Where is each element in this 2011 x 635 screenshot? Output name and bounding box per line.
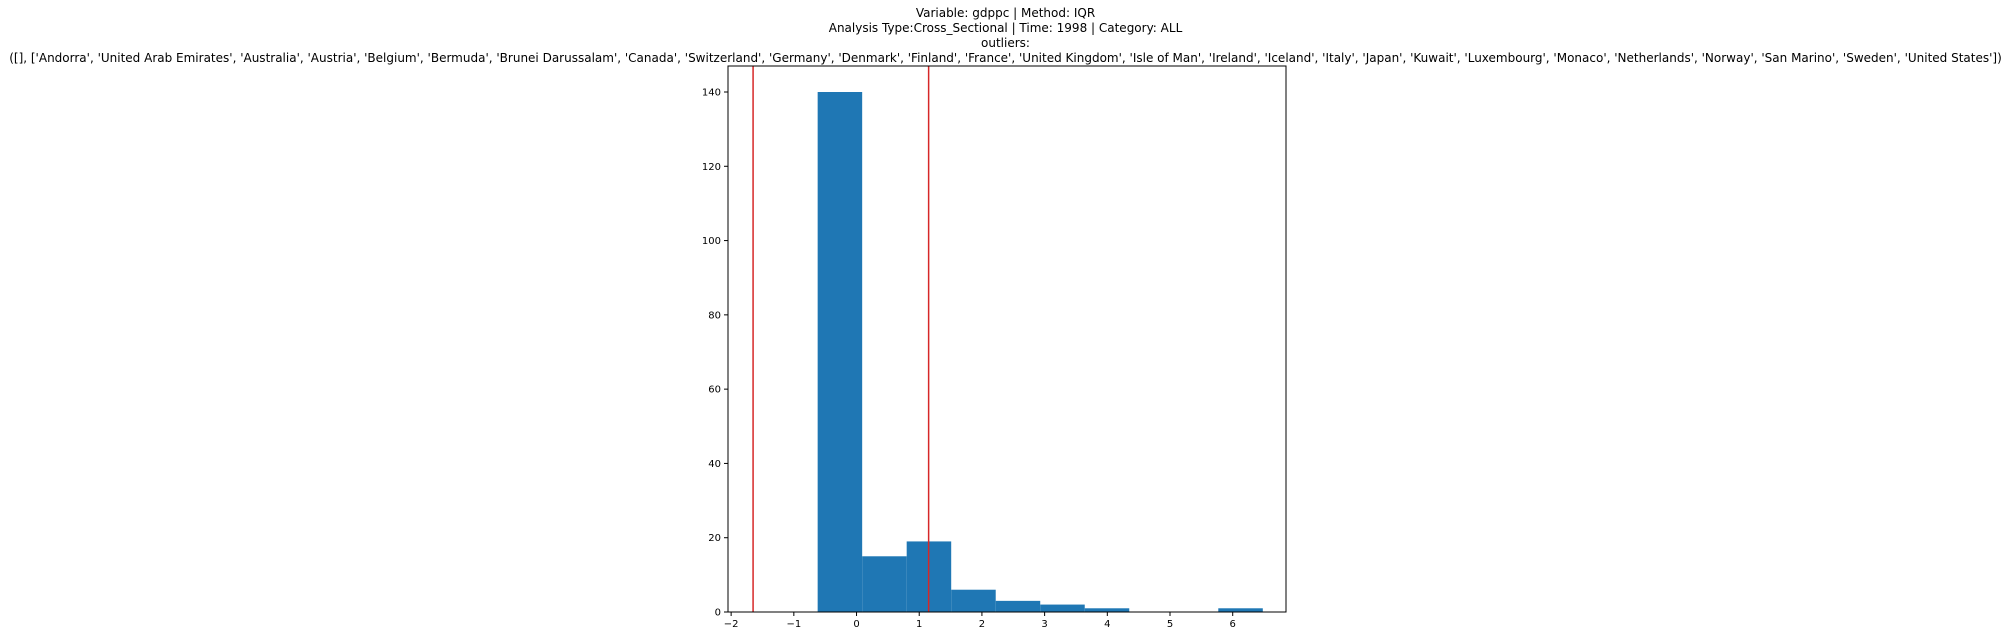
histogram-bar bbox=[1218, 608, 1263, 612]
x-tick-label: −1 bbox=[786, 619, 801, 630]
y-tick-label: 100 bbox=[702, 236, 721, 247]
histogram-bar bbox=[1084, 608, 1130, 612]
x-tick-label: 4 bbox=[1104, 619, 1110, 630]
x-tick-label: 6 bbox=[1230, 619, 1236, 630]
histogram-bar bbox=[951, 589, 996, 612]
y-tick-label: 60 bbox=[708, 385, 721, 396]
x-tick-label: 5 bbox=[1167, 619, 1173, 630]
y-tick-label: 20 bbox=[708, 533, 721, 544]
histogram-bar bbox=[817, 92, 863, 612]
histogram-bar bbox=[1040, 604, 1085, 612]
x-tick-label: 0 bbox=[853, 619, 859, 630]
y-axis: 0 20 40 60 80 100 120 140 bbox=[702, 88, 728, 619]
histogram-bar bbox=[862, 556, 907, 612]
y-tick-label: 120 bbox=[702, 162, 721, 173]
x-axis: −2 −1 0 1 2 3 4 5 6 bbox=[724, 612, 1236, 630]
x-tick-label: 1 bbox=[916, 619, 922, 630]
y-tick-label: 40 bbox=[708, 459, 721, 470]
chart-title: Variable: gdppc | Method: IQR Analysis T… bbox=[0, 6, 2011, 66]
x-tick-label: 2 bbox=[979, 619, 985, 630]
x-tick-label: −2 bbox=[724, 619, 739, 630]
title-line-outliers-label: outliers: bbox=[981, 36, 1030, 50]
y-tick-label: 0 bbox=[715, 608, 721, 619]
x-tick-label: 3 bbox=[1041, 619, 1047, 630]
title-line-analysis: Analysis Type:Cross_Sectional | Time: 19… bbox=[828, 21, 1183, 35]
plot-frame bbox=[727, 65, 1287, 613]
threshold-lines-group bbox=[752, 66, 930, 612]
title-line-outliers-list: ([], ['Andorra', 'United Arab Emirates',… bbox=[9, 51, 2002, 65]
y-tick-label: 80 bbox=[708, 310, 721, 321]
title-line-variable: Variable: gdppc | Method: IQR bbox=[915, 6, 1096, 20]
y-tick-label: 140 bbox=[702, 88, 721, 99]
bars-group bbox=[817, 92, 1263, 612]
histogram-bar bbox=[995, 600, 1041, 612]
